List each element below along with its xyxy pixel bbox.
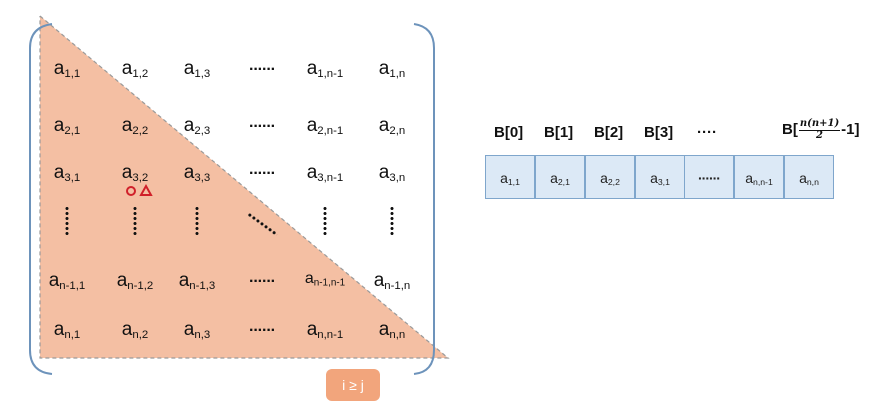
matrix-element: a3,3 (183, 162, 211, 184)
array-header: ···· (697, 124, 717, 141)
matrix-element: an-1,n-1 (304, 270, 346, 289)
horizontal-dots: ······ (249, 322, 276, 339)
array-cell: a1,1 (485, 155, 535, 199)
matrix-element: an,3 (183, 319, 211, 341)
horizontal-dots: ······ (249, 118, 276, 135)
matrix-element: a2,3 (183, 115, 211, 137)
array-header: B[3] (644, 124, 674, 141)
matrix-element: a2,2 (121, 115, 149, 137)
array-header: B[1] (544, 124, 574, 141)
matrix-element: a2,n (378, 115, 406, 137)
array-cell: an,n (784, 155, 834, 199)
left-bracket (29, 23, 53, 375)
array-cell: a3,1 (635, 155, 685, 199)
vertical-dots (133, 206, 137, 236)
vertical-dots (390, 206, 394, 236)
matrix-element: a1,n (378, 58, 406, 80)
matrix-element: a3,n-1 (306, 162, 344, 184)
matrix-element: a1,1 (53, 58, 81, 80)
matrix-element: a1,n-1 (306, 58, 344, 80)
matrix-element: an-1,3 (178, 270, 216, 292)
matrix-element: an,1 (53, 319, 81, 341)
matrix-element: a3,1 (53, 162, 81, 184)
matrix-element: a3,2 (121, 162, 149, 184)
horizontal-dots: ······ (249, 273, 276, 290)
fraction: n(n+1) 2 (798, 118, 841, 141)
vertical-dots (65, 206, 69, 236)
array-header: B[0] (494, 124, 524, 141)
matrix-element: an,2 (121, 319, 149, 341)
right-bracket (413, 23, 435, 375)
matrix-element: a1,3 (183, 58, 211, 80)
horizontal-dots: ······ (249, 165, 276, 182)
array-cell: an,n-1 (734, 155, 784, 199)
array-header-last: B[n(n+1) 2 -1] (782, 118, 860, 141)
vertical-dots (323, 206, 327, 236)
horizontal-dots: ······ (249, 61, 276, 78)
vertical-dots (195, 206, 199, 236)
matrix-element: a3,n (378, 162, 406, 184)
array-header: B[2] (594, 124, 624, 141)
matrix-element: a1,2 (121, 58, 149, 80)
triangle-dashed-outline (39, 15, 450, 359)
matrix-element: an,n (378, 319, 406, 341)
array-cell: a2,2 (585, 155, 635, 199)
matrix-element: an-1,1 (48, 270, 86, 292)
matrix-element: an-1,2 (116, 270, 154, 292)
cursor-mark-icon (126, 183, 153, 196)
matrix-element: a2,1 (53, 115, 81, 137)
matrix-element: an,n-1 (306, 319, 344, 341)
array-cell: a2,1 (535, 155, 585, 199)
matrix-element: a2,n-1 (306, 115, 344, 137)
matrix-element: an-1,n (373, 270, 411, 292)
array-cell: ······ (684, 155, 734, 199)
condition-badge: i ≥ j (326, 369, 380, 401)
